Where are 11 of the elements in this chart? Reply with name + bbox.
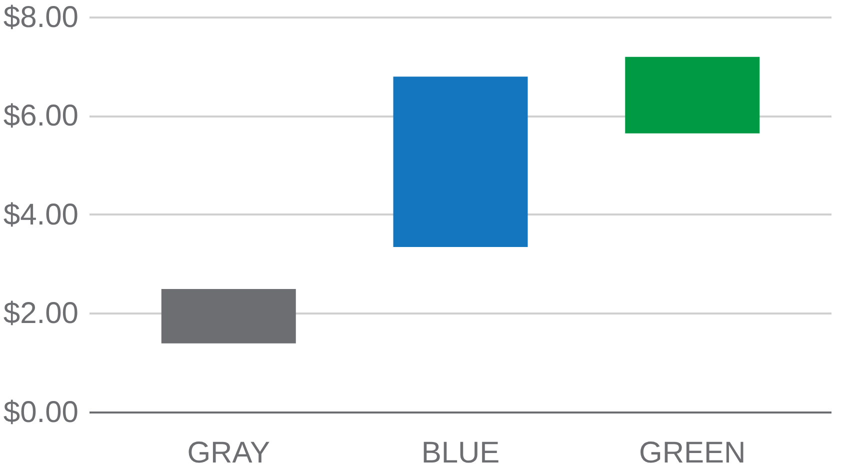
x-tick-label: BLUE xyxy=(421,436,500,470)
y-tick-label: $8.00 xyxy=(3,0,79,34)
y-tick-label: $6.00 xyxy=(3,100,79,133)
y-tick-label: $0.00 xyxy=(3,396,79,429)
y-tick-label: $2.00 xyxy=(3,297,79,330)
x-tick-label: GREEN xyxy=(639,436,746,470)
bar xyxy=(625,56,760,134)
bar xyxy=(161,289,296,344)
x-tick-label: GRAY xyxy=(187,436,270,470)
y-tick-label: $4.00 xyxy=(3,198,79,232)
bar xyxy=(393,76,528,248)
